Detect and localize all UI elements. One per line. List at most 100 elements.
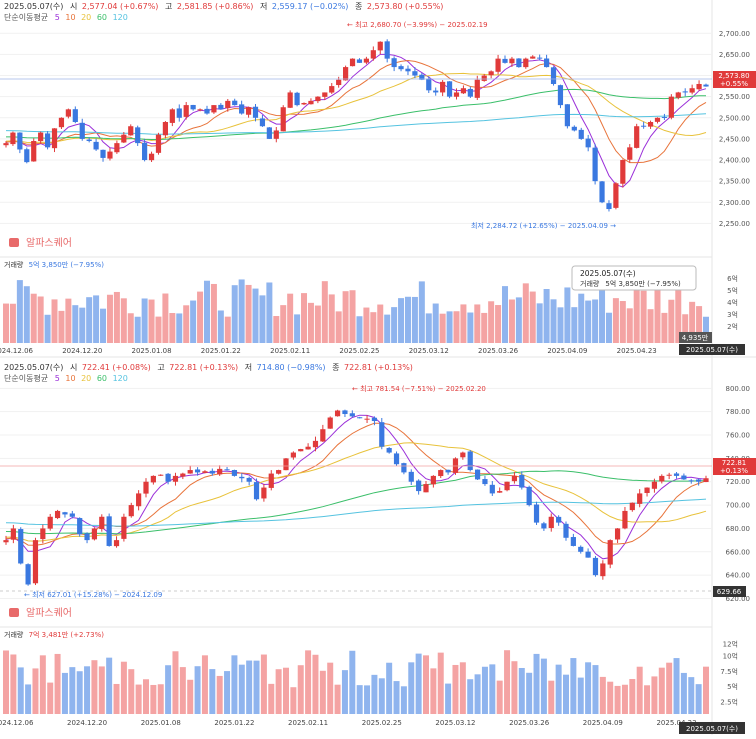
volume-bar — [79, 307, 86, 343]
svg-text:2025.05.07(수): 2025.05.07(수) — [686, 346, 738, 354]
volume-bar — [190, 300, 197, 343]
candle-body — [54, 510, 61, 519]
candle-body — [155, 134, 162, 153]
volume-y-tick-label: 10억 — [723, 653, 738, 661]
volume-bar — [328, 294, 335, 343]
volume-bar — [629, 679, 636, 714]
chart1-x-axis: 2024.12.06 2024.12.20 2025.01.08 2025.01.22… — [0, 347, 657, 355]
volume-bar — [91, 660, 98, 714]
x-tick-label: 2025.04.23 — [617, 347, 657, 355]
volume-y-tick-label: 4억 — [727, 299, 738, 307]
x-tick-label: 2025.04.23 — [656, 719, 696, 727]
svg-text:2,573.80: 2,573.80 — [718, 72, 749, 80]
volume-bar — [526, 672, 533, 714]
volume-bar — [680, 672, 687, 714]
candle-body — [423, 484, 429, 493]
candle-body — [393, 453, 400, 465]
candle-body — [158, 474, 164, 476]
volume-bar — [341, 670, 348, 714]
candle-body — [290, 452, 296, 458]
volume-bar — [349, 290, 356, 343]
candle-body — [446, 81, 453, 97]
candle-body — [592, 147, 598, 182]
y-tick-label: 680.00 — [726, 525, 751, 533]
x-tick-label: 2025.02.11 — [288, 719, 328, 727]
candle-body — [99, 516, 105, 530]
candle-body — [315, 96, 321, 102]
candle-body — [31, 141, 37, 162]
chart2-ma-legend: 단순이동평균 5 10 20 60 120 — [4, 373, 128, 383]
x-tick-label: 2025.01.22 — [214, 719, 254, 727]
chart1-date: 2025.05.07(수) — [4, 2, 63, 11]
candle-body — [202, 471, 208, 473]
candle-body — [239, 476, 245, 479]
volume-bar — [612, 298, 619, 343]
volume-bar — [423, 655, 429, 714]
volume-bar — [540, 658, 547, 714]
volume-bar — [673, 658, 680, 714]
candle-body — [379, 422, 385, 447]
candle-body — [276, 470, 282, 474]
candle-body — [91, 528, 98, 540]
candle-body — [659, 475, 665, 482]
volume-bar — [84, 666, 91, 714]
candle-body — [570, 537, 576, 546]
candle-body — [401, 463, 407, 473]
y-tick-label: 700.00 — [726, 502, 751, 510]
volume-bar — [266, 282, 273, 343]
candle-body — [497, 491, 503, 493]
x-tick-label: 2024.12.20 — [67, 719, 107, 727]
volume-bar — [432, 303, 439, 343]
svg-text:629.66: 629.66 — [717, 588, 742, 596]
candle-body — [682, 91, 688, 93]
candle-body — [519, 474, 525, 488]
volume-bar — [106, 294, 113, 343]
volume-bar — [314, 305, 321, 343]
x-tick-label: 2024.12.06 — [0, 719, 34, 727]
candle-body — [121, 134, 127, 143]
candle-body — [391, 58, 397, 68]
volume-bar — [557, 307, 564, 343]
volume-bar — [489, 664, 496, 714]
x-tick-label: 2025.02.11 — [270, 347, 310, 355]
y-tick-label: 2,350.00 — [719, 178, 750, 186]
volume-bar — [231, 285, 238, 343]
candle-body — [516, 58, 522, 68]
volume-bar — [481, 666, 488, 714]
candle-body — [599, 181, 605, 203]
candle-body — [467, 451, 473, 471]
candle-body — [320, 429, 326, 442]
candle-body — [647, 122, 654, 127]
x-tick-label: 2025.03.26 — [509, 719, 550, 727]
candle-body — [371, 417, 378, 422]
candle-body — [18, 529, 24, 564]
chart2-open: 722.41 (+0.08%) — [82, 363, 151, 372]
candle-body — [408, 471, 414, 482]
volume-bar — [504, 650, 511, 714]
volume-bar — [481, 312, 488, 343]
volume-bar — [3, 303, 9, 343]
volume-bar — [246, 660, 253, 714]
candle-body — [58, 117, 65, 128]
candle-body — [426, 78, 432, 91]
volume-bar — [647, 309, 654, 343]
volume-bar — [179, 667, 186, 714]
candle-body — [209, 470, 215, 474]
volume-bar — [393, 681, 400, 714]
chart1-volume-bars — [3, 279, 709, 343]
x-tick-label: 2025.02.25 — [339, 347, 379, 355]
volume-bar — [203, 280, 210, 343]
volume-y-tick-label: 12억 — [723, 641, 738, 649]
y-tick-label: 2,300.00 — [719, 199, 750, 207]
volume-bar — [301, 293, 308, 343]
candle-body — [530, 56, 536, 59]
volume-bar — [415, 653, 422, 714]
volume-bar — [633, 287, 640, 343]
volume-bar — [703, 666, 709, 714]
volume-bar — [238, 279, 245, 343]
volume-bar — [430, 668, 437, 714]
candle-body — [675, 92, 681, 98]
candle-body — [169, 109, 175, 123]
candle-body — [398, 66, 404, 70]
